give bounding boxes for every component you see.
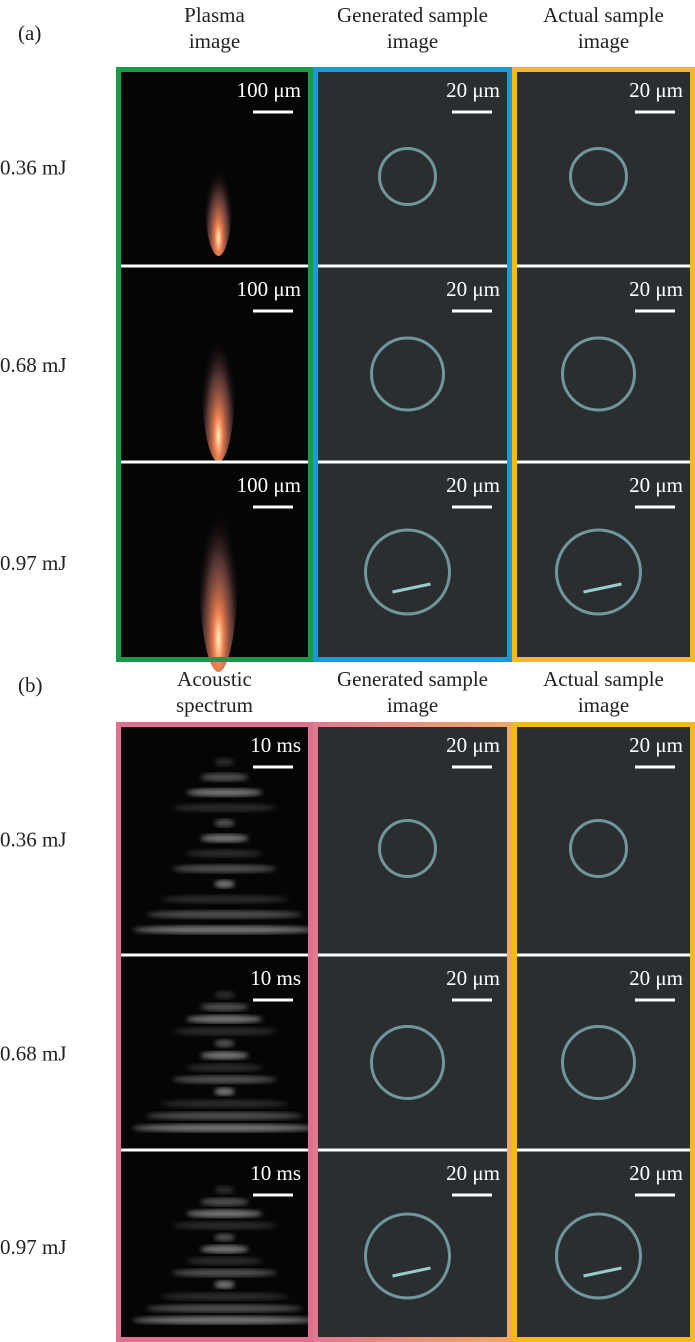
- plasma-glow: [202, 292, 236, 462]
- spectrum-band: [147, 1304, 303, 1312]
- spectrum-band: [201, 1245, 249, 1253]
- column-header: image: [189, 29, 240, 53]
- scale-label: 20 μm: [629, 277, 683, 301]
- spectrum-band: [187, 1210, 263, 1218]
- column-header: Actual sample: [543, 667, 664, 691]
- column-header: Generated sample: [337, 667, 488, 691]
- spectrum-band: [133, 926, 317, 934]
- panel-label: (b): [18, 673, 43, 697]
- spectrum-band: [215, 1088, 235, 1096]
- scale-label: 20 μm: [629, 78, 683, 102]
- spectrum-band: [215, 1233, 235, 1241]
- column-header: Generated sample: [337, 3, 488, 27]
- spectrum-band: [173, 1222, 277, 1230]
- scale-label: 20 μm: [446, 473, 500, 497]
- spectrum-band: [133, 1316, 317, 1324]
- spectrum-band: [161, 1100, 289, 1108]
- scale-label: 20 μm: [446, 733, 500, 757]
- row-label: 0.68 mJ: [0, 353, 67, 377]
- column-header: image: [578, 693, 629, 717]
- scale-label: 20 μm: [446, 966, 500, 990]
- column-header: Actual sample: [543, 3, 664, 27]
- column-header: image: [578, 29, 629, 53]
- column-header: Acoustic: [177, 667, 252, 691]
- scale-label: 100 μm: [237, 473, 301, 497]
- scale-label: 20 μm: [446, 277, 500, 301]
- spectrum-band: [215, 1281, 235, 1289]
- spectrum-band: [187, 789, 263, 797]
- spectrum-band: [173, 865, 277, 873]
- spectrum-band: [215, 1186, 235, 1194]
- scale-label: 20 μm: [629, 473, 683, 497]
- panel-label: (a): [18, 21, 41, 45]
- spectrum-band: [133, 1124, 317, 1132]
- plasma-glow: [199, 452, 239, 672]
- column-header: image: [387, 693, 438, 717]
- spectrum-band: [215, 1039, 235, 1047]
- spectrum-band: [215, 880, 235, 888]
- spectrum-band: [161, 1293, 289, 1301]
- spectrum-band: [173, 1076, 277, 1084]
- spectrum-band: [187, 1064, 263, 1072]
- column-header: Plasma: [184, 3, 245, 27]
- scale-label: 20 μm: [629, 1161, 683, 1185]
- spectrum-band: [147, 1112, 303, 1120]
- row-label: 0.36 mJ: [0, 156, 67, 180]
- spectrum-band: [201, 1051, 249, 1059]
- plasma-glow: [205, 136, 233, 256]
- scale-label: 100 μm: [237, 78, 301, 102]
- row-label: 0.97 mJ: [0, 551, 67, 575]
- spectrum-band: [187, 850, 263, 858]
- row-label: 0.97 mJ: [0, 1235, 67, 1259]
- spectrum-band: [201, 1003, 249, 1011]
- spectrum-band: [173, 1269, 277, 1277]
- spectrum-band: [147, 911, 303, 919]
- spectrum-band: [201, 1198, 249, 1206]
- column-header: image: [387, 29, 438, 53]
- scale-label: 10 ms: [250, 966, 301, 990]
- spectrum-band: [187, 1257, 263, 1265]
- spectrum-band: [173, 804, 277, 812]
- row-label: 0.68 mJ: [0, 1042, 67, 1066]
- scale-label: 10 ms: [250, 1161, 301, 1185]
- spectrum-band: [161, 895, 289, 903]
- spectrum-band: [215, 991, 235, 999]
- scale-label: 20 μm: [446, 1161, 500, 1185]
- scale-label: 20 μm: [629, 966, 683, 990]
- row-label: 0.36 mJ: [0, 828, 67, 852]
- spectrum-band: [173, 1027, 277, 1035]
- scale-label: 20 μm: [446, 78, 500, 102]
- spectrum-band: [187, 1015, 263, 1023]
- scale-label: 20 μm: [629, 733, 683, 757]
- spectrum-band: [215, 819, 235, 827]
- column-header: spectrum: [176, 693, 253, 717]
- scale-label: 10 ms: [250, 733, 301, 757]
- spectrum-band: [215, 758, 235, 766]
- spectrum-band: [201, 773, 249, 781]
- spectrum-band: [201, 834, 249, 842]
- scale-label: 100 μm: [237, 277, 301, 301]
- figure: (a)0.36 mJ0.68 mJ0.97 mJPlasmaimage100 μ…: [0, 0, 695, 1342]
